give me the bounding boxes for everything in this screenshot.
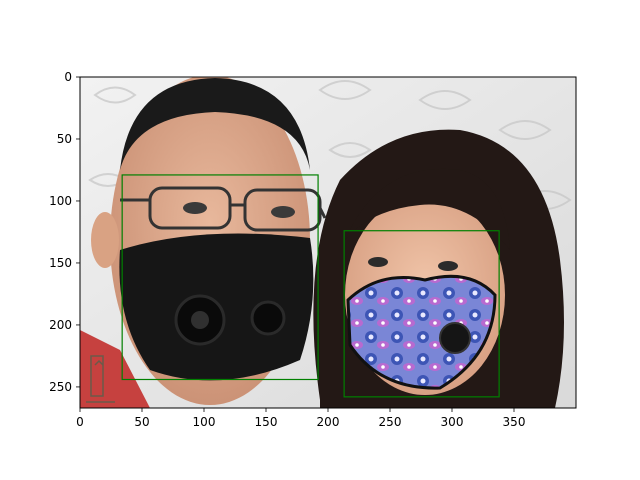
y-tick-label: 150 (49, 256, 72, 270)
x-tick-label: 300 (441, 415, 464, 429)
x-tick-label: 50 (134, 415, 149, 429)
shirt-left (80, 330, 150, 408)
y-tick-label: 100 (49, 194, 72, 208)
x-tick-label: 250 (379, 415, 402, 429)
man (91, 77, 327, 405)
y-tick-label: 250 (49, 380, 72, 394)
detection-boxes (121, 174, 500, 398)
y-tick-label: 0 (64, 70, 72, 84)
photo (80, 77, 576, 408)
x-tick-label: 0 (76, 415, 84, 429)
x-tick-label: 150 (255, 415, 278, 429)
y-tick-label: 200 (49, 318, 72, 332)
watermark-icon (86, 355, 115, 403)
x-tick-label: 200 (317, 415, 340, 429)
x-tick-label: 100 (193, 415, 216, 429)
x-tick-label: 350 (503, 415, 526, 429)
woman (313, 129, 564, 408)
y-axis: 0 50 100 150 200 250 (49, 70, 80, 394)
y-tick-label: 50 (57, 132, 72, 146)
detection-box-2 (343, 230, 500, 398)
detection-box-1 (121, 174, 319, 381)
x-axis: 0 50 100 150 200 250 300 350 (76, 408, 525, 429)
wallpaper-leaves (88, 80, 572, 210)
